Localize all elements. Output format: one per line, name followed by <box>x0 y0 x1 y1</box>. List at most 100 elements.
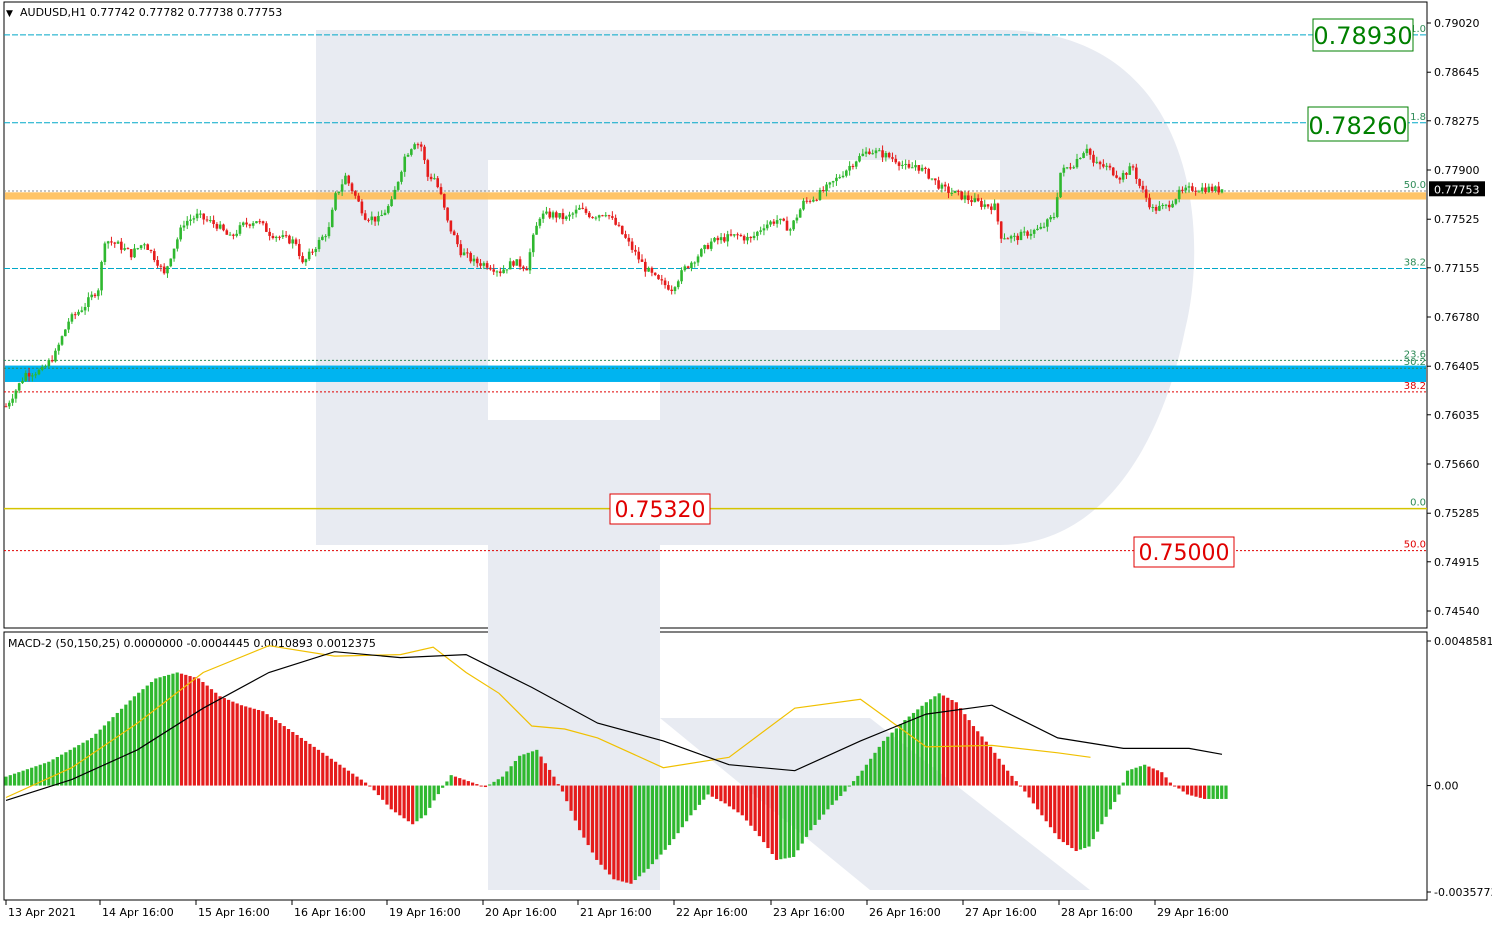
time-tick-label: 16 Apr 16:00 <box>294 906 366 919</box>
candle-body <box>14 390 18 399</box>
candle-body <box>752 235 756 239</box>
macd-bar <box>214 692 218 786</box>
candle-body <box>663 280 667 286</box>
macd-bar <box>402 785 406 819</box>
macd-bar <box>637 785 642 877</box>
macd-bar <box>886 736 890 786</box>
macd-bar <box>295 734 299 786</box>
macd-bar <box>1155 770 1160 786</box>
macd-bar <box>993 752 997 786</box>
macd-bar <box>154 678 158 786</box>
macd-bar <box>1198 785 1202 798</box>
candle-body <box>644 261 647 272</box>
candle-body <box>1187 186 1191 188</box>
macd-tick-label: -0.0035773 <box>1434 886 1492 899</box>
candle-body <box>973 198 977 203</box>
macd-bar <box>158 677 162 786</box>
candle-body <box>1009 236 1013 239</box>
candle-body <box>907 163 911 168</box>
candle-body <box>93 294 97 297</box>
macd-bar <box>946 697 950 786</box>
macd-bar <box>141 689 145 786</box>
candle-body <box>1085 148 1089 154</box>
candle-body <box>594 217 598 219</box>
candle-body <box>512 261 515 266</box>
macd-bar <box>813 785 817 825</box>
candle-body <box>179 227 182 240</box>
macd-bar <box>496 779 500 786</box>
macd-bar <box>252 708 256 786</box>
macd-bar <box>4 776 8 786</box>
fib-level-label: 50.0 <box>1404 180 1426 191</box>
macd-bar <box>479 785 483 787</box>
candle-body <box>1167 204 1171 208</box>
candle-body <box>195 213 199 219</box>
target-up-1-box <box>1312 18 1414 52</box>
macd-bar <box>231 701 235 786</box>
candle-body <box>495 271 499 273</box>
candle-body <box>980 200 983 207</box>
macd-bar <box>398 785 402 816</box>
macd-bar <box>8 775 12 786</box>
watermark-upper-shape <box>316 30 1195 890</box>
candle-body <box>611 216 614 218</box>
candle-body <box>914 165 917 168</box>
candle-body <box>340 184 344 192</box>
time-tick-label: 20 Apr 16:00 <box>485 906 557 919</box>
macd-bar <box>976 731 980 786</box>
candle-body <box>591 217 594 219</box>
candle-body <box>891 157 894 159</box>
menu-triangle-icon[interactable]: ▼ <box>6 9 13 19</box>
candle-body <box>568 214 571 217</box>
candle-body <box>377 215 380 222</box>
macd-bar <box>107 721 111 786</box>
candle-body <box>294 239 298 244</box>
candle-body <box>281 235 285 237</box>
candle-body <box>327 227 331 237</box>
time-tick-label: 23 Apr 16:00 <box>773 906 845 919</box>
candle-body <box>897 162 901 166</box>
time-axis: 13 Apr 2021 14 Apr 16:00 15 Apr 16:00 16 Ap… <box>5 900 1229 919</box>
candle-body <box>469 252 472 262</box>
candle-body <box>182 225 186 228</box>
candle-body <box>845 170 848 176</box>
candle-body <box>1046 219 1049 227</box>
candle-body <box>551 212 555 218</box>
macd-bar <box>1083 785 1087 849</box>
macd-bar <box>1164 777 1168 786</box>
candle-body <box>858 155 861 162</box>
candle-body <box>1026 231 1029 236</box>
macd-bar <box>650 785 654 865</box>
candle-body <box>212 220 215 225</box>
macd-bar <box>124 704 128 786</box>
macd-bar <box>149 682 154 786</box>
macd-bar <box>749 785 753 826</box>
symbol-header: AUDUSD,H1 0.77742 0.77782 0.77738 0.7775… <box>20 6 282 19</box>
macd-bar <box>415 785 419 822</box>
macd-bar <box>800 785 804 844</box>
macd-bar <box>321 752 325 786</box>
candle-body <box>871 153 874 155</box>
macd-bar <box>55 756 59 786</box>
macd-bar <box>21 770 25 786</box>
macd-bar <box>436 785 440 795</box>
macd-bar <box>1023 785 1027 792</box>
candle-body <box>265 223 268 232</box>
candle-body <box>1022 231 1026 233</box>
candle-body <box>1164 204 1168 206</box>
candle-body <box>825 184 828 192</box>
macd-bar <box>586 785 590 846</box>
macd-bar <box>655 785 659 860</box>
candle-body <box>100 261 103 291</box>
candle-body <box>199 213 202 215</box>
macd-bar <box>1048 785 1053 828</box>
candle-body <box>1131 166 1135 168</box>
candle-body <box>746 236 749 241</box>
target-down-2-box <box>1133 536 1235 568</box>
macd-bar <box>971 726 976 786</box>
candle-body <box>1082 153 1085 158</box>
candle-body <box>802 200 805 210</box>
candle-body <box>34 374 37 376</box>
candle-body <box>1072 167 1076 169</box>
